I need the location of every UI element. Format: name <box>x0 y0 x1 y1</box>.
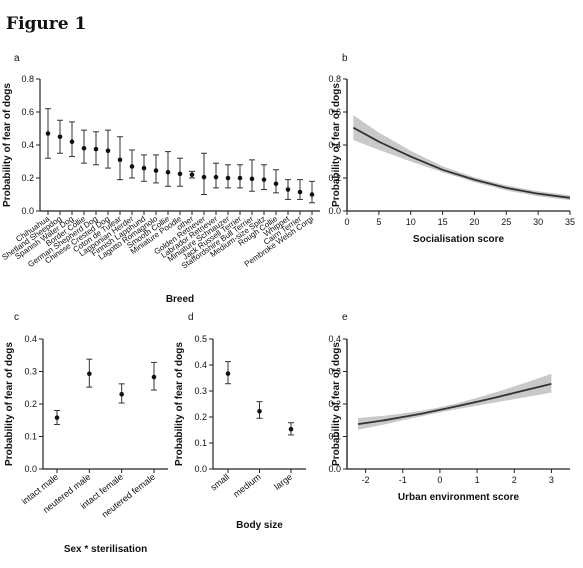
panel-letter-e: e <box>342 312 348 323</box>
x-tick-label: 1 <box>475 475 480 485</box>
data-point <box>153 168 159 173</box>
confidence-band <box>358 373 552 430</box>
x-tick-label: medium <box>231 472 262 500</box>
panel-a: a 0.0 0.2 0.4 0.6 0.8 Probability of fear of d… <box>0 53 320 305</box>
y-tick-label: 0.0 <box>328 206 341 216</box>
x-axis-label: Breed <box>166 294 194 305</box>
y-tick-label: 0.4 <box>328 334 341 344</box>
x-axis-label: Body size <box>236 520 283 531</box>
x-tick-label: 25 <box>501 217 511 227</box>
data-point <box>119 391 124 397</box>
data-point <box>273 181 279 187</box>
y-tick-label: 0.2 <box>328 173 341 183</box>
x-axis-label: Sex * sterilisation <box>64 544 147 555</box>
y-tick-label: 0.0 <box>21 206 34 216</box>
data-point <box>93 146 99 152</box>
y-axis-label: Probability of fear of dogs <box>331 83 342 207</box>
data-point <box>54 415 60 420</box>
data-point <box>151 374 157 380</box>
y-tick-label: 0.2 <box>194 412 207 422</box>
y-tick-label: 0.3 <box>24 367 37 377</box>
data-point <box>297 189 303 195</box>
confidence-band <box>353 115 570 201</box>
data-point <box>309 192 315 197</box>
data-point <box>261 177 267 182</box>
y-tick-label: 0.2 <box>328 399 341 409</box>
data-point <box>165 169 171 175</box>
y-tick-label: 0.4 <box>21 140 34 150</box>
x-tick-label: 5 <box>376 217 381 227</box>
y-tick-label: 0.6 <box>328 107 341 117</box>
y-tick-label: 0.0 <box>24 464 37 474</box>
series-line <box>352 126 571 199</box>
panel-d: d 0.0 0.1 0.2 0.3 0.4 0.5 Probability of fear o… <box>174 312 306 531</box>
panel-letter-d: d <box>188 312 194 323</box>
data-point <box>177 171 183 177</box>
y-tick-label: 0.2 <box>24 399 37 409</box>
y-axis-label: Probability of fear of dogs <box>174 342 185 466</box>
data-point <box>225 175 231 181</box>
y-tick-label: 0.1 <box>328 432 341 442</box>
y-tick-label: 0.4 <box>194 360 207 370</box>
data-point <box>201 174 207 180</box>
panel-letter-a: a <box>14 53 20 64</box>
data-point <box>105 148 111 154</box>
y-tick-label: 0.5 <box>194 334 207 344</box>
y-tick-label: 0.1 <box>24 432 37 442</box>
y-tick-label: 0.8 <box>328 74 341 84</box>
data-point <box>87 371 92 377</box>
panel-letter-b: b <box>342 53 348 64</box>
data-point <box>189 172 195 177</box>
x-tick-label: 20 <box>469 217 479 227</box>
y-tick-label: 0.3 <box>194 386 207 396</box>
x-tick-label: -2 <box>362 475 370 485</box>
data-point <box>285 187 291 192</box>
data-point <box>225 371 231 376</box>
x-tick-label: 35 <box>565 217 575 227</box>
y-tick-label: 0.6 <box>21 107 34 117</box>
y-axis-label: Probability of fear of dogs <box>2 83 13 207</box>
x-tick-label: large <box>272 472 294 492</box>
x-tick-label: 10 <box>406 217 416 227</box>
y-tick-label: 0.1 <box>194 438 207 448</box>
y-tick-label: 0.4 <box>24 334 37 344</box>
y-tick-label: 0.8 <box>21 74 34 84</box>
y-tick-label: 0.2 <box>21 173 34 183</box>
x-tick-label: small <box>209 472 232 493</box>
data-point <box>57 134 63 140</box>
data-point <box>141 165 147 171</box>
x-axis-label: Socialisation score <box>413 234 505 245</box>
y-tick-label: 0.0 <box>328 464 341 474</box>
y-tick-label: 0.3 <box>328 367 341 377</box>
data-point <box>213 174 219 180</box>
data-point <box>81 146 87 151</box>
x-tick-label: 3 <box>549 475 554 485</box>
x-tick-label: 0 <box>437 475 442 485</box>
y-tick-label: 0.4 <box>328 140 341 150</box>
data-point <box>117 157 123 163</box>
y-tick-label: 0.0 <box>194 464 207 474</box>
x-tick-label: 2 <box>512 475 517 485</box>
panel-letter-c: c <box>14 312 19 323</box>
x-axis-label: Urban environment score <box>398 492 520 503</box>
figure-title: Figure 1 <box>6 14 87 34</box>
y-axis-label: Probability of fear of dogs <box>331 342 342 466</box>
data-point <box>237 175 243 181</box>
panel-c: c 0.0 0.1 0.2 0.3 0.4 Probability of fear of d… <box>4 312 168 555</box>
series-line <box>357 383 552 425</box>
x-tick-label: 0 <box>344 217 349 227</box>
data-point <box>249 176 255 182</box>
data-point <box>45 131 51 136</box>
data-point <box>129 164 135 169</box>
x-tick-label: 30 <box>533 217 543 227</box>
data-point <box>257 408 262 414</box>
x-tick-label: 15 <box>438 217 448 227</box>
data-point <box>288 426 294 432</box>
x-tick-label: -1 <box>399 475 407 485</box>
y-axis-label: Probability of fear of dogs <box>4 342 15 466</box>
data-point <box>69 139 75 144</box>
